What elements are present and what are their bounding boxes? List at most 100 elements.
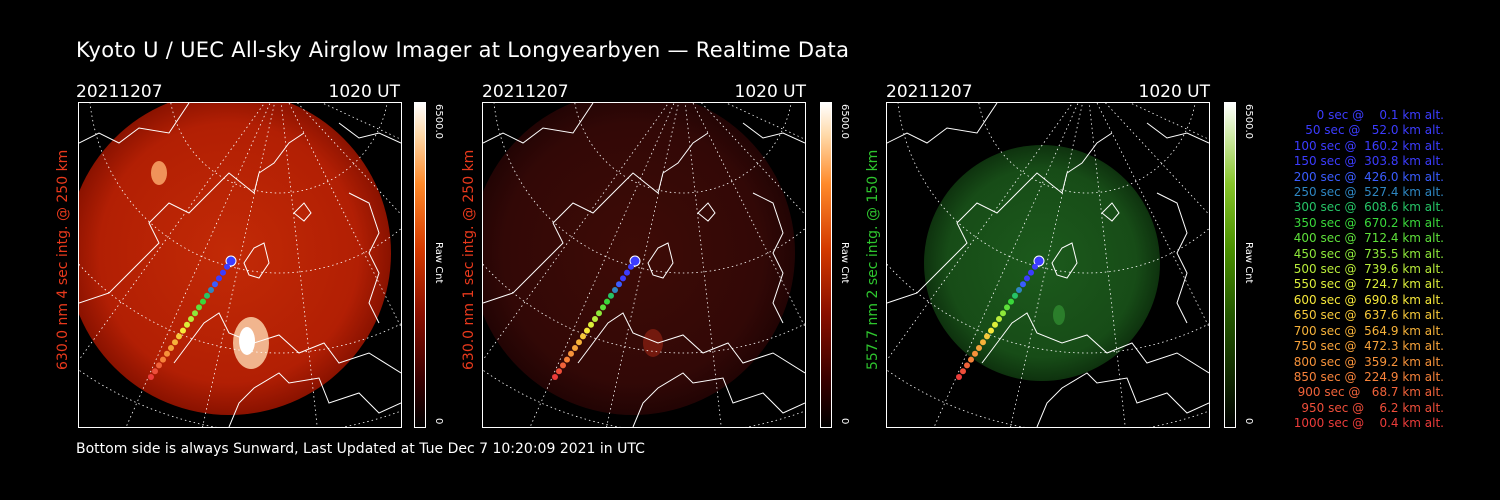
wavelength-label: 557.7 nm 2 sec intg. @ 150 km — [865, 149, 881, 370]
panel-time: 1020 UT — [328, 82, 401, 102]
trajectory-point — [220, 269, 226, 276]
trajectory-point — [608, 292, 614, 299]
trajectory-point — [588, 321, 594, 328]
trajectory-point — [156, 362, 162, 369]
trajectory-point — [956, 374, 962, 380]
trajectory-point — [960, 368, 966, 375]
legend-entry: 0 sec @ 0.1 km alt. — [1305, 108, 1444, 122]
trajectory-point — [1020, 281, 1026, 288]
trajectory-point — [988, 327, 994, 334]
trajectory-point — [984, 333, 990, 340]
trajectory-point — [1028, 269, 1034, 276]
trajectory-point — [628, 263, 634, 270]
latitude-grid-line — [897, 103, 1209, 274]
legend-entry: 350 sec @ 670.2 km alt. — [1289, 215, 1444, 230]
legend-entry: 600 sec @ 690.8 km alt. — [1289, 292, 1444, 307]
trajectory-point — [1033, 255, 1045, 267]
colorbar-unit: Raw Cnt — [1243, 242, 1254, 284]
coastline — [1036, 372, 1209, 427]
trajectory-point — [152, 368, 158, 375]
coastline — [697, 202, 716, 222]
trajectory-point — [196, 304, 202, 311]
coastline — [79, 103, 190, 144]
trajectory-point — [564, 356, 570, 363]
colorbar-min: 0 — [1243, 418, 1254, 425]
longitude-grid-line — [297, 103, 401, 215]
coastline — [647, 242, 674, 279]
trajectory-point — [552, 374, 558, 380]
latitude-grid-line — [79, 263, 401, 354]
legend-entry: 1000 sec @ 0.4 km alt. — [1293, 416, 1444, 431]
trajectory-point — [1008, 298, 1014, 305]
colorbar-min: 0 — [839, 418, 850, 425]
colorbar — [414, 102, 426, 428]
footer-status: Bottom side is always Sunward, Last Upda… — [76, 441, 645, 457]
coastline — [228, 372, 401, 427]
trajectory-point — [572, 345, 578, 351]
coastline — [632, 372, 805, 427]
legend-entry: 250 sec @ 527.4 km alt. — [1289, 185, 1444, 200]
wavelength-label: 630.0 nm 4 sec intg. @ 250 km — [55, 149, 71, 370]
legend-entry: 700 sec @ 564.9 km alt. — [1289, 323, 1444, 338]
panel-time: 1020 UT — [1138, 82, 1211, 102]
coastline — [79, 132, 305, 304]
longitude-grid-line — [684, 103, 722, 427]
trajectory-point — [620, 275, 626, 282]
legend-entry: 650 sec @ 637.6 km alt. — [1289, 308, 1444, 323]
legend-entry: 550 sec @ 724.7 km alt. — [1289, 277, 1444, 292]
coastline — [752, 192, 784, 324]
longitude-grid-line — [1088, 103, 1126, 427]
trajectory-point — [560, 362, 566, 369]
coastline — [173, 312, 401, 374]
wavelength-label: 630.0 nm 1 sec intg. @ 250 km — [461, 149, 477, 370]
trajectory-point — [972, 350, 978, 357]
longitude-grid-line — [701, 103, 805, 215]
trajectory-point — [624, 269, 630, 276]
trajectory-point — [576, 339, 582, 346]
colorbar-max: 6500.0 — [839, 104, 850, 139]
legend-entry: 950 sec @ 6.2 km alt. — [1297, 400, 1444, 415]
trajectory-point — [1000, 310, 1006, 317]
legend-entry: 100 sec @ 160.2 km alt. — [1289, 138, 1444, 153]
legend-entry: 500 sec @ 739.6 km alt. — [1289, 262, 1444, 277]
trajectory-point — [212, 281, 218, 288]
colorbar — [1224, 102, 1236, 428]
panel-date: 20211207 — [76, 82, 163, 102]
aurora-patch — [151, 161, 167, 185]
trajectory-point — [612, 287, 618, 293]
trajectory-point — [188, 316, 194, 322]
coastline — [887, 103, 998, 144]
longitude-grid-line — [1105, 103, 1209, 215]
trajectory-point — [584, 327, 590, 334]
trajectory-point — [1012, 292, 1018, 299]
trajectory-point — [968, 356, 974, 363]
legend-entry: 750 sec @ 472.3 km alt. — [1289, 339, 1444, 354]
aurora-patch — [643, 329, 663, 357]
trajectory-point — [616, 281, 622, 288]
trajectory-point — [192, 310, 198, 317]
longitude-grid-line — [1010, 103, 1083, 427]
legend-entry: 450 sec @ 735.5 km alt. — [1289, 246, 1444, 261]
colorbar-min: 0 — [433, 418, 444, 425]
trajectory-point — [592, 316, 598, 322]
trajectory-point — [172, 339, 178, 346]
trajectory-point — [160, 356, 166, 363]
aurora-patch — [1053, 305, 1065, 325]
legend-entry: 800 sec @ 359.2 km alt. — [1289, 354, 1444, 369]
trajectory-point — [180, 327, 186, 334]
trajectory-point — [996, 316, 1002, 322]
coastline — [338, 122, 401, 144]
trajectory-point — [164, 350, 170, 357]
trajectory-point — [596, 310, 602, 317]
trajectory-point — [1004, 304, 1010, 311]
coastline — [981, 312, 1209, 374]
trajectory-point — [168, 345, 174, 351]
airglow-image-panel — [886, 102, 1210, 428]
trajectory-point — [216, 275, 222, 282]
coastline — [1051, 242, 1078, 279]
colorbar-max: 6500.0 — [1243, 104, 1254, 139]
trajectory-point — [604, 298, 610, 305]
aurora-core — [239, 327, 255, 355]
latitude-grid-line — [89, 103, 401, 274]
colorbar-max: 6500.0 — [433, 104, 444, 139]
